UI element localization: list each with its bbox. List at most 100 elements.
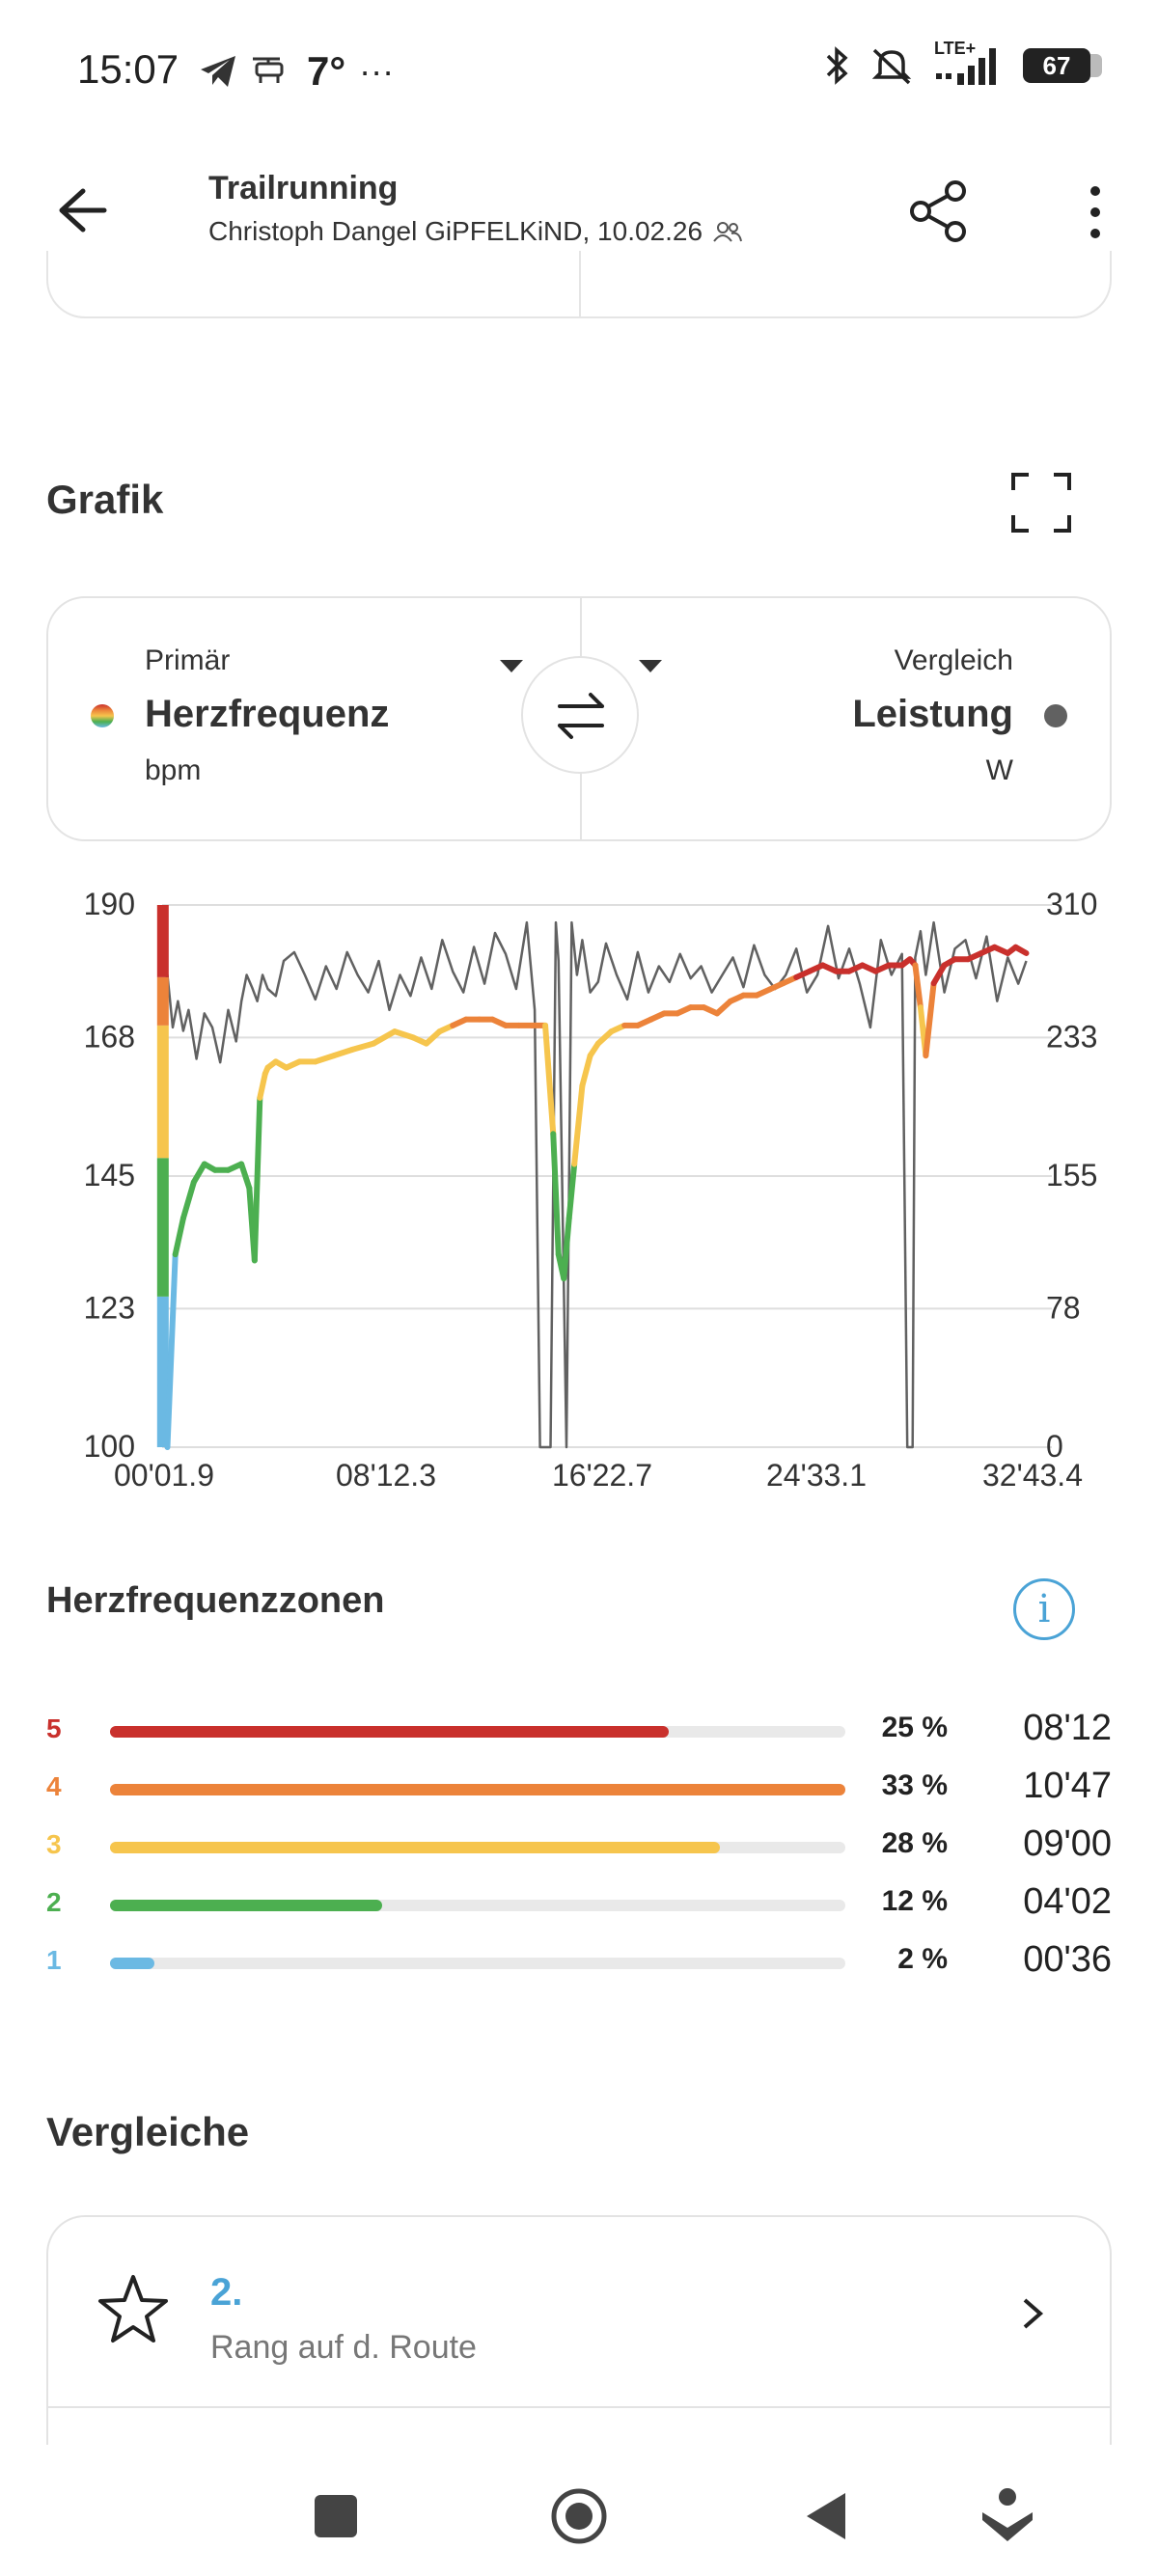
heart-rate-chart[interactable]: 190 310 168 233 145 155 123 78 100 0 00'01.9 08'12.… [0, 868, 1158, 1515]
signal-icon: LTE+ [934, 39, 1002, 87]
hr-series-segment [550, 1131, 562, 1258]
y-left-tick-label: 190 [84, 887, 135, 921]
x-tick-label: 00'01.9 [114, 1458, 214, 1493]
hr-series-segment [371, 1028, 398, 1047]
status-time: 15:07 [77, 46, 179, 92]
zone-time: 09'00 [1023, 1823, 1112, 1864]
hr-series-segment [190, 1161, 207, 1186]
bluetooth-icon [826, 46, 848, 85]
zone-bar-fill [110, 1900, 382, 1911]
zone-bar-track [110, 1842, 845, 1853]
x-tick-label: 24'33.1 [766, 1458, 867, 1493]
zone-bar-fill [110, 1784, 845, 1795]
route-rank-label: Rang auf d. Route [210, 2329, 477, 2366]
compare-metric: Leistung [852, 693, 1013, 735]
power-series-line [161, 920, 1028, 1449]
status-temperature: 7° [307, 48, 346, 94]
x-tick-label: 16'22.7 [552, 1458, 652, 1493]
more-options-icon[interactable] [1081, 183, 1110, 241]
zone-percent: 12 % [881, 1885, 948, 1917]
zone-time: 00'36 [1023, 1939, 1112, 1980]
activity-title: Trailrunning [208, 170, 399, 206]
hr-series-segment [391, 1028, 417, 1041]
y-left-tick-label: 168 [84, 1019, 135, 1054]
activity-subtitle: Christoph Dangel GiPFELKiND, 10.02.26 [208, 216, 743, 247]
zone-bar-track [110, 1726, 845, 1738]
recents-button[interactable] [315, 2495, 357, 2537]
zone-bar-track [110, 1784, 845, 1795]
nav-back-button[interactable] [801, 2489, 849, 2543]
y-right-tick-label: 78 [1046, 1290, 1081, 1325]
back-arrow-icon[interactable] [54, 183, 108, 237]
status-right-icons: LTE+ 67 [824, 39, 1102, 87]
comparisons-title: Vergleiche [46, 2109, 250, 2154]
battery-icon: 67 [1023, 48, 1102, 83]
share-icon[interactable] [907, 179, 971, 243]
y-right-tick-label: 155 [1046, 1158, 1097, 1192]
hr-series-segment [257, 1070, 268, 1101]
hr-series-segment [542, 1022, 557, 1137]
status-left-icons: 7° ··· [199, 48, 394, 95]
chevron-right-icon [1023, 2298, 1044, 2329]
hr-series-segment [912, 962, 924, 1011]
zone-number: 1 [46, 1945, 62, 1975]
battery-level: 67 [1042, 50, 1071, 80]
y-right-tick-label: 233 [1046, 1019, 1097, 1054]
swap-metrics-button[interactable] [521, 656, 639, 774]
hr-series-segment [565, 1161, 578, 1221]
info-icon[interactable]: i [1013, 1578, 1075, 1640]
primary-metric: Herzfrequenz [145, 693, 390, 735]
card-divider [48, 2406, 1110, 2408]
status-bar: 15:07 7° ··· LTE+ 67 [0, 0, 1158, 135]
system-nav-bar [0, 2445, 1158, 2576]
route-rank-value: 2. [210, 2271, 243, 2314]
group-icon [713, 222, 743, 242]
y-left-tick-label: 100 [84, 1429, 135, 1464]
activity-subtitle-text: Christoph Dangel GiPFELKiND, 10.02.26 [208, 216, 703, 246]
home-button[interactable] [550, 2487, 608, 2545]
primary-caption: Primär [145, 644, 231, 676]
zone-bar-track [110, 1958, 845, 1969]
zone-number: 2 [46, 1887, 62, 1917]
hr-series-segment [330, 1046, 356, 1059]
primary-metric-selector[interactable]: Primär Herzfrequenz bpm [46, 598, 533, 839]
swap-icon [558, 693, 604, 739]
x-tick-label: 08'12.3 [336, 1458, 436, 1493]
hr-series-segment [579, 1053, 593, 1089]
zones-title: Herzfrequenzzonen [46, 1580, 385, 1621]
network-type: LTE+ [934, 39, 977, 58]
telegram-icon [201, 56, 235, 87]
star-icon [98, 2275, 168, 2343]
zone-bar-fill [110, 1842, 721, 1853]
zone-time: 08'12 [1023, 1708, 1112, 1748]
compare-metric-selector[interactable]: Vergleich Leistung W [629, 598, 1112, 839]
zone-percent: 33 % [881, 1769, 948, 1801]
hr-series-segment [1012, 944, 1030, 956]
status-more: ··· [359, 51, 395, 91]
zone-bar-track [110, 1900, 845, 1911]
assistant-button[interactable] [979, 2485, 1036, 2543]
route-rank-card[interactable]: 2. Rang auf d. Route [46, 2215, 1112, 2447]
zone-row: 5 25 % 08'12 [0, 1708, 1158, 1756]
hr-series-segment [238, 1161, 253, 1192]
x-tick-label: 32'43.4 [982, 1458, 1083, 1493]
hr-series-segment [561, 1215, 572, 1282]
hr-series-segment [594, 1028, 615, 1047]
zone-percent: 2 % [897, 1943, 948, 1975]
zone-time: 04'02 [1023, 1881, 1112, 1922]
zone-percent: 28 % [881, 1827, 948, 1859]
compare-color-dot [1044, 704, 1067, 727]
mute-icon [871, 48, 912, 85]
zone-row: 4 33 % 10'47 [0, 1766, 1158, 1814]
primary-dropdown-icon [500, 660, 523, 672]
y-left-tick-label: 123 [84, 1290, 135, 1325]
drone-icon [253, 57, 284, 83]
hr-series-segment [923, 980, 937, 1059]
zone-number: 5 [46, 1713, 62, 1743]
hr-series-segment [172, 1215, 186, 1258]
zone-row: 2 12 % 04'02 [0, 1881, 1158, 1930]
compare-dropdown-icon [639, 660, 662, 672]
hr-series-segment [571, 1082, 586, 1167]
fullscreen-icon[interactable] [1009, 471, 1073, 534]
y-left-tick-label: 145 [84, 1158, 135, 1192]
